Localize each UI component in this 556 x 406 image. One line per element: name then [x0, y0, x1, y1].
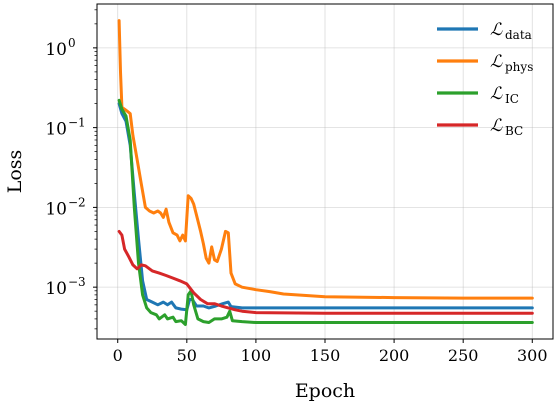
x-tick-label: 250: [448, 346, 479, 365]
x-axis-label: Epoch: [295, 380, 355, 402]
y-axis-label: Loss: [4, 150, 26, 194]
x-tick-label: 150: [310, 346, 341, 365]
y-tick-exponent: −1: [68, 116, 86, 130]
series-line-ic: [117, 98, 534, 326]
legend-label: ℒ: [490, 116, 503, 136]
legend-subscript: phys: [505, 60, 533, 74]
grid: [97, 4, 553, 339]
legend-item-bc: ℒ BC: [437, 116, 523, 138]
legend-label: ℒ: [490, 84, 503, 104]
x-tick-label: 300: [517, 346, 548, 365]
legend-label: ℒ: [490, 52, 503, 72]
series-lines: [117, 19, 534, 326]
x-tick-label: 200: [379, 346, 410, 365]
series-line-bc: [117, 229, 534, 315]
y-tick-label: 10: [45, 40, 67, 60]
y-tick-label: 10: [45, 199, 67, 219]
legend-subscript: IC: [505, 92, 519, 106]
legend-subscript: BC: [505, 124, 523, 138]
series-line-data: [117, 102, 534, 312]
x-tick-label: 0: [113, 346, 123, 365]
legend-item-ic: ℒ IC: [437, 84, 519, 106]
y-tick-label: 10: [45, 120, 67, 140]
x-tick-label: 100: [241, 346, 272, 365]
legend-subscript: data: [505, 28, 532, 42]
x-axis-ticks: 0 50 100 150 200 250 300: [113, 339, 548, 365]
y-tick-label: 10: [45, 279, 67, 299]
x-tick-label: 50: [177, 346, 197, 365]
series-line-phys: [117, 19, 534, 300]
y-tick-exponent: −2: [68, 195, 86, 209]
y-tick-exponent: 0: [68, 36, 76, 50]
legend-label: ℒ: [490, 20, 503, 40]
y-tick-exponent: −3: [68, 275, 86, 289]
